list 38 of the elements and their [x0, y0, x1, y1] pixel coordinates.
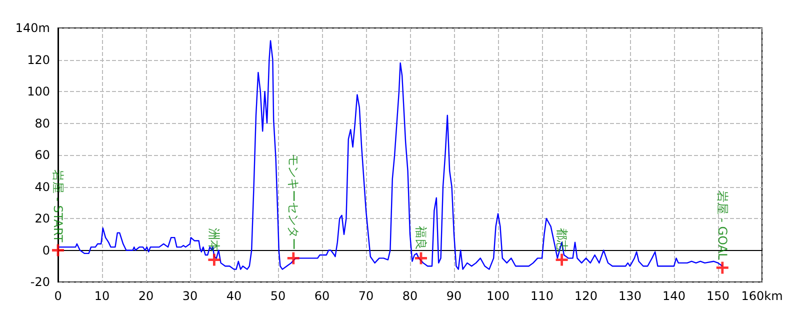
y-tick-label: -20: [30, 275, 50, 289]
x-tick-label: 10: [94, 289, 110, 303]
x-tick-label: 60: [314, 289, 330, 303]
x-tick-label: 90: [446, 289, 462, 303]
y-tick-label: 80: [34, 116, 50, 130]
annotation: 福良: [414, 226, 428, 250]
point: [556, 254, 568, 266]
annotation: 岩屋 - GOAL: [715, 190, 730, 260]
x-tick-label: 150: [706, 289, 730, 303]
x-tick-label: 130: [618, 289, 642, 303]
y-tick-label: 60: [34, 148, 50, 162]
annotation: 都志: [554, 228, 569, 252]
y-tick-label: 20: [34, 212, 50, 226]
x-tick-label: 160km: [741, 289, 783, 303]
point: [415, 252, 427, 264]
x-tick-label: 120: [574, 289, 598, 303]
point: [716, 262, 728, 274]
annotation: 洲本: [207, 228, 222, 252]
y-tick-label: 140m: [15, 21, 50, 35]
x-tick-label: 80: [402, 289, 418, 303]
y-tick-label: 120: [27, 52, 50, 67]
x-tick-label: 0: [54, 289, 62, 303]
point: [208, 254, 220, 266]
y-tick-label: 40: [34, 180, 50, 194]
annotation: モンキーセンター: [286, 154, 300, 250]
x-tick-label: 40: [226, 289, 242, 303]
x-tick-label: 50: [270, 289, 286, 303]
y-tick-label: 0: [42, 243, 50, 258]
x-tick-label: 110: [530, 289, 554, 303]
point: [287, 252, 300, 264]
point: [52, 244, 64, 256]
x-tick-label: 100: [486, 289, 510, 303]
x-tick-label: 140: [662, 289, 686, 303]
x-tick-label: 70: [358, 289, 374, 303]
annotation: 岩屋 - START: [51, 169, 65, 243]
x-tick-label: 30: [182, 289, 198, 303]
x-tick-label: 20: [138, 289, 154, 303]
y-tick-label: 100: [27, 84, 50, 98]
